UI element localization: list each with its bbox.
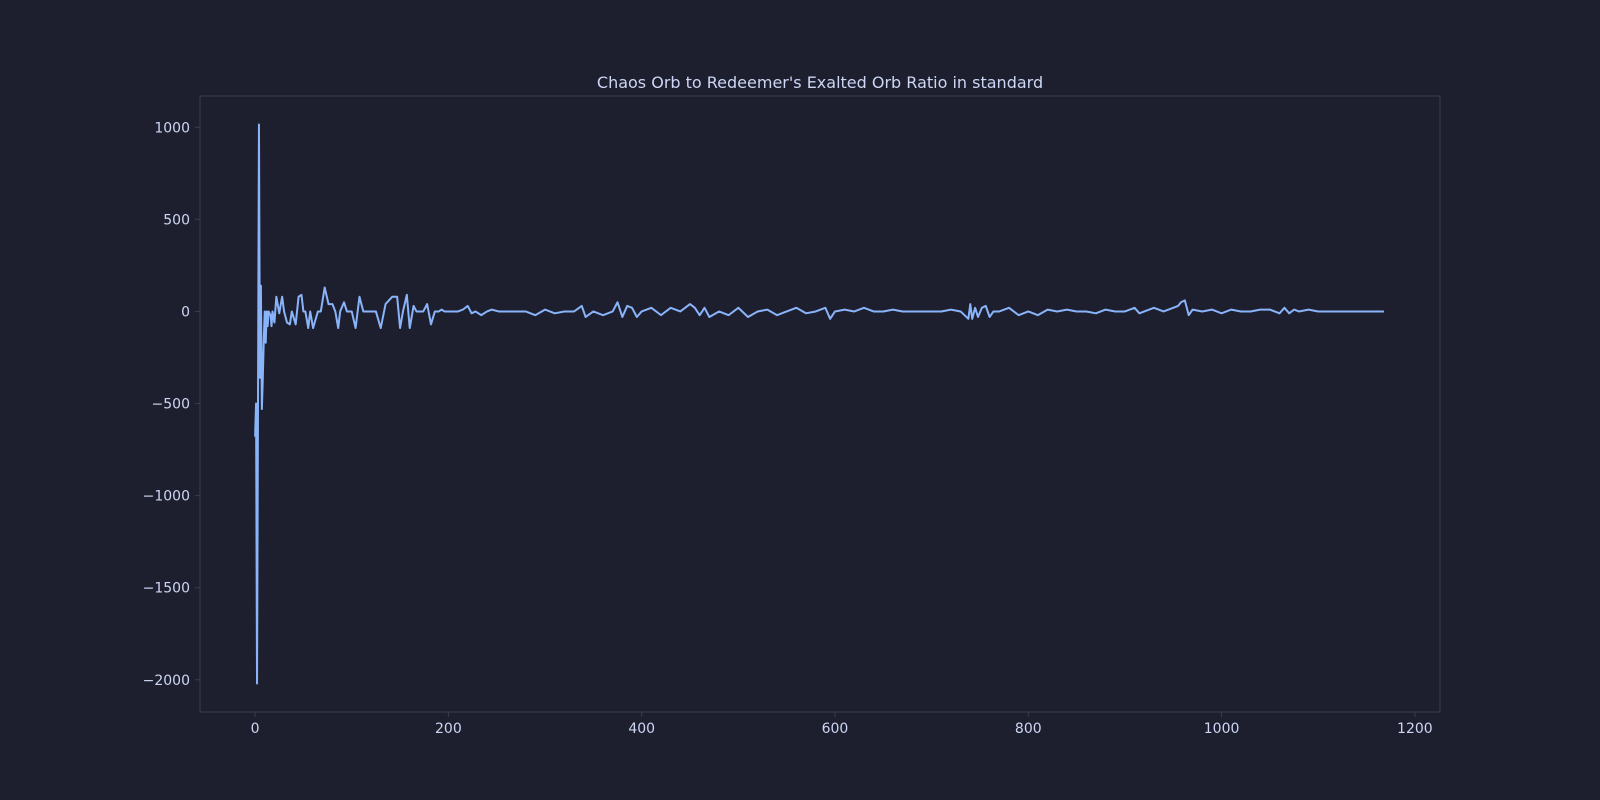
series-line-0 (254, 123, 1384, 685)
y-tick-label: −1500 (143, 581, 190, 597)
y-tick-label: −2000 (143, 673, 190, 689)
x-tick-label: 1000 (1204, 721, 1240, 737)
chart-title: Chaos Orb to Redeemer's Exalted Orb Rati… (597, 73, 1043, 92)
x-tick-label: 600 (822, 721, 849, 737)
y-tick-label: 1000 (154, 120, 190, 136)
y-tick-label: −500 (152, 397, 190, 413)
plot-area-frame (199, 95, 1441, 713)
x-tick-label: 1200 (1397, 721, 1433, 737)
y-axis: 1000 500 0 −500 −1000 −1500 −2000 (143, 120, 200, 689)
y-tick-label: 0 (181, 304, 190, 320)
x-tick-label: 800 (1015, 721, 1042, 737)
y-tick-label: 500 (163, 212, 190, 228)
y-tick-label: −1000 (143, 489, 190, 505)
x-tick-label: 200 (435, 721, 462, 737)
series-layer (254, 123, 1384, 685)
x-axis: 0 200 400 600 800 1000 1200 (251, 712, 1433, 737)
x-tick-label: 400 (628, 721, 655, 737)
x-tick-label: 0 (251, 721, 260, 737)
